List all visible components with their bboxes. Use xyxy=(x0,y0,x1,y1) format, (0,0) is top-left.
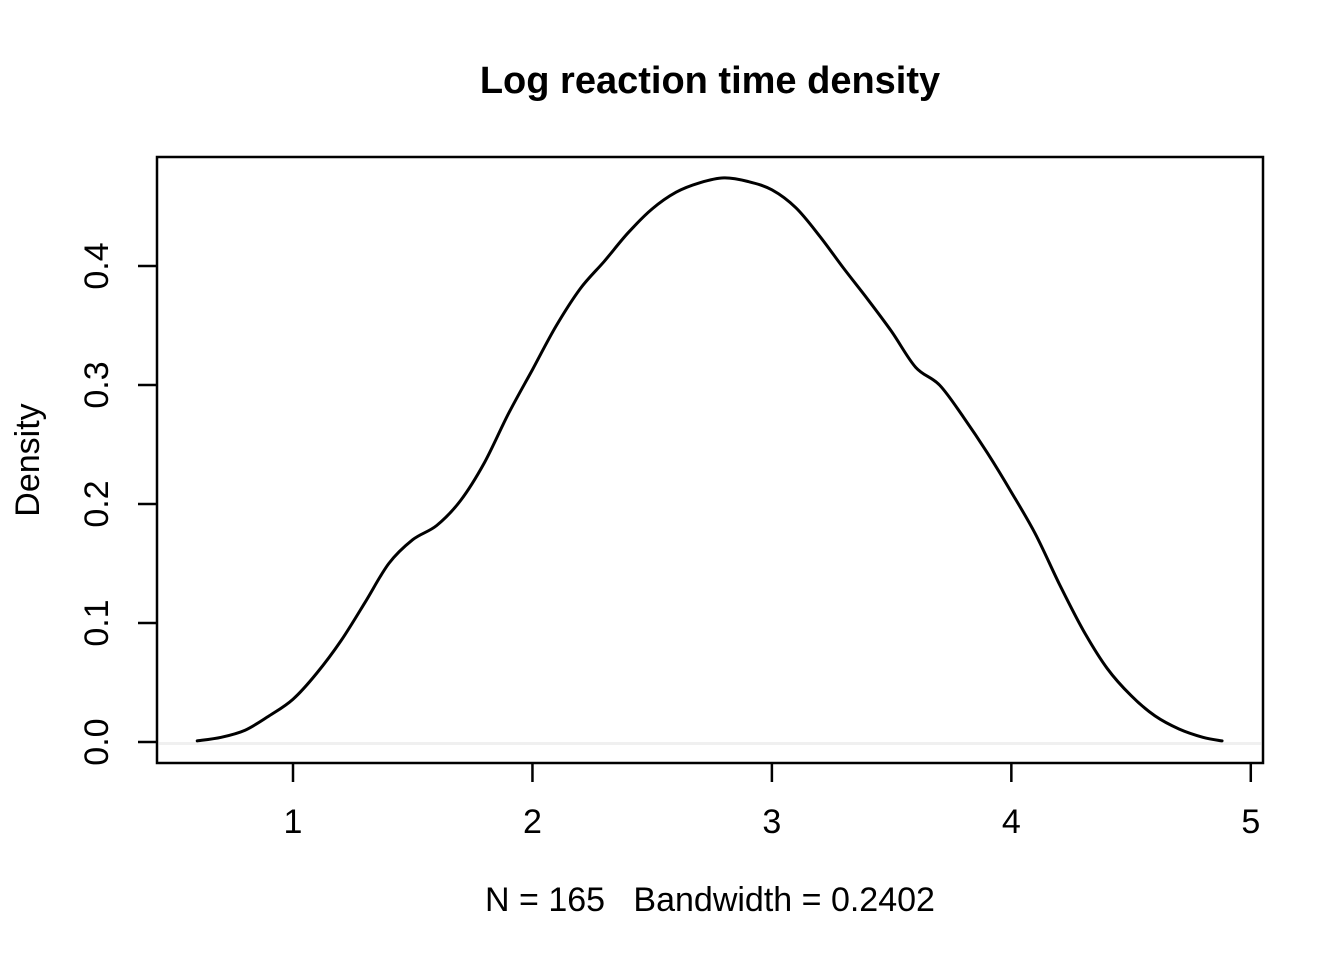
x-tick-label: 1 xyxy=(284,803,303,841)
x-tick-label: 5 xyxy=(1241,803,1260,841)
y-axis-title: Density xyxy=(9,403,47,516)
y-tick-label: 0.1 xyxy=(78,599,116,646)
x-axis-note: N = 165 Bandwidth = 0.2402 xyxy=(485,881,935,919)
x-tick-label: 4 xyxy=(1002,803,1021,841)
y-tick-label: 0.4 xyxy=(78,242,116,289)
density-curve xyxy=(195,176,1224,743)
plot-box-border xyxy=(155,155,1265,765)
x-tick-label: 3 xyxy=(762,803,781,841)
y-tick-label: 0.0 xyxy=(78,718,116,765)
x-axis-tick-labels: 1 2 3 4 5 xyxy=(284,803,1261,841)
x-axis-ticks xyxy=(291,764,1253,782)
y-tick-label: 0.3 xyxy=(78,361,116,408)
plot-title: Log reaction time density xyxy=(480,60,940,102)
x-tick-label: 2 xyxy=(523,803,542,841)
y-axis-ticks xyxy=(138,264,156,744)
y-axis-tick-labels: 0.0 0.1 0.2 0.3 0.4 xyxy=(78,242,116,765)
y-tick-label: 0.2 xyxy=(78,480,116,527)
